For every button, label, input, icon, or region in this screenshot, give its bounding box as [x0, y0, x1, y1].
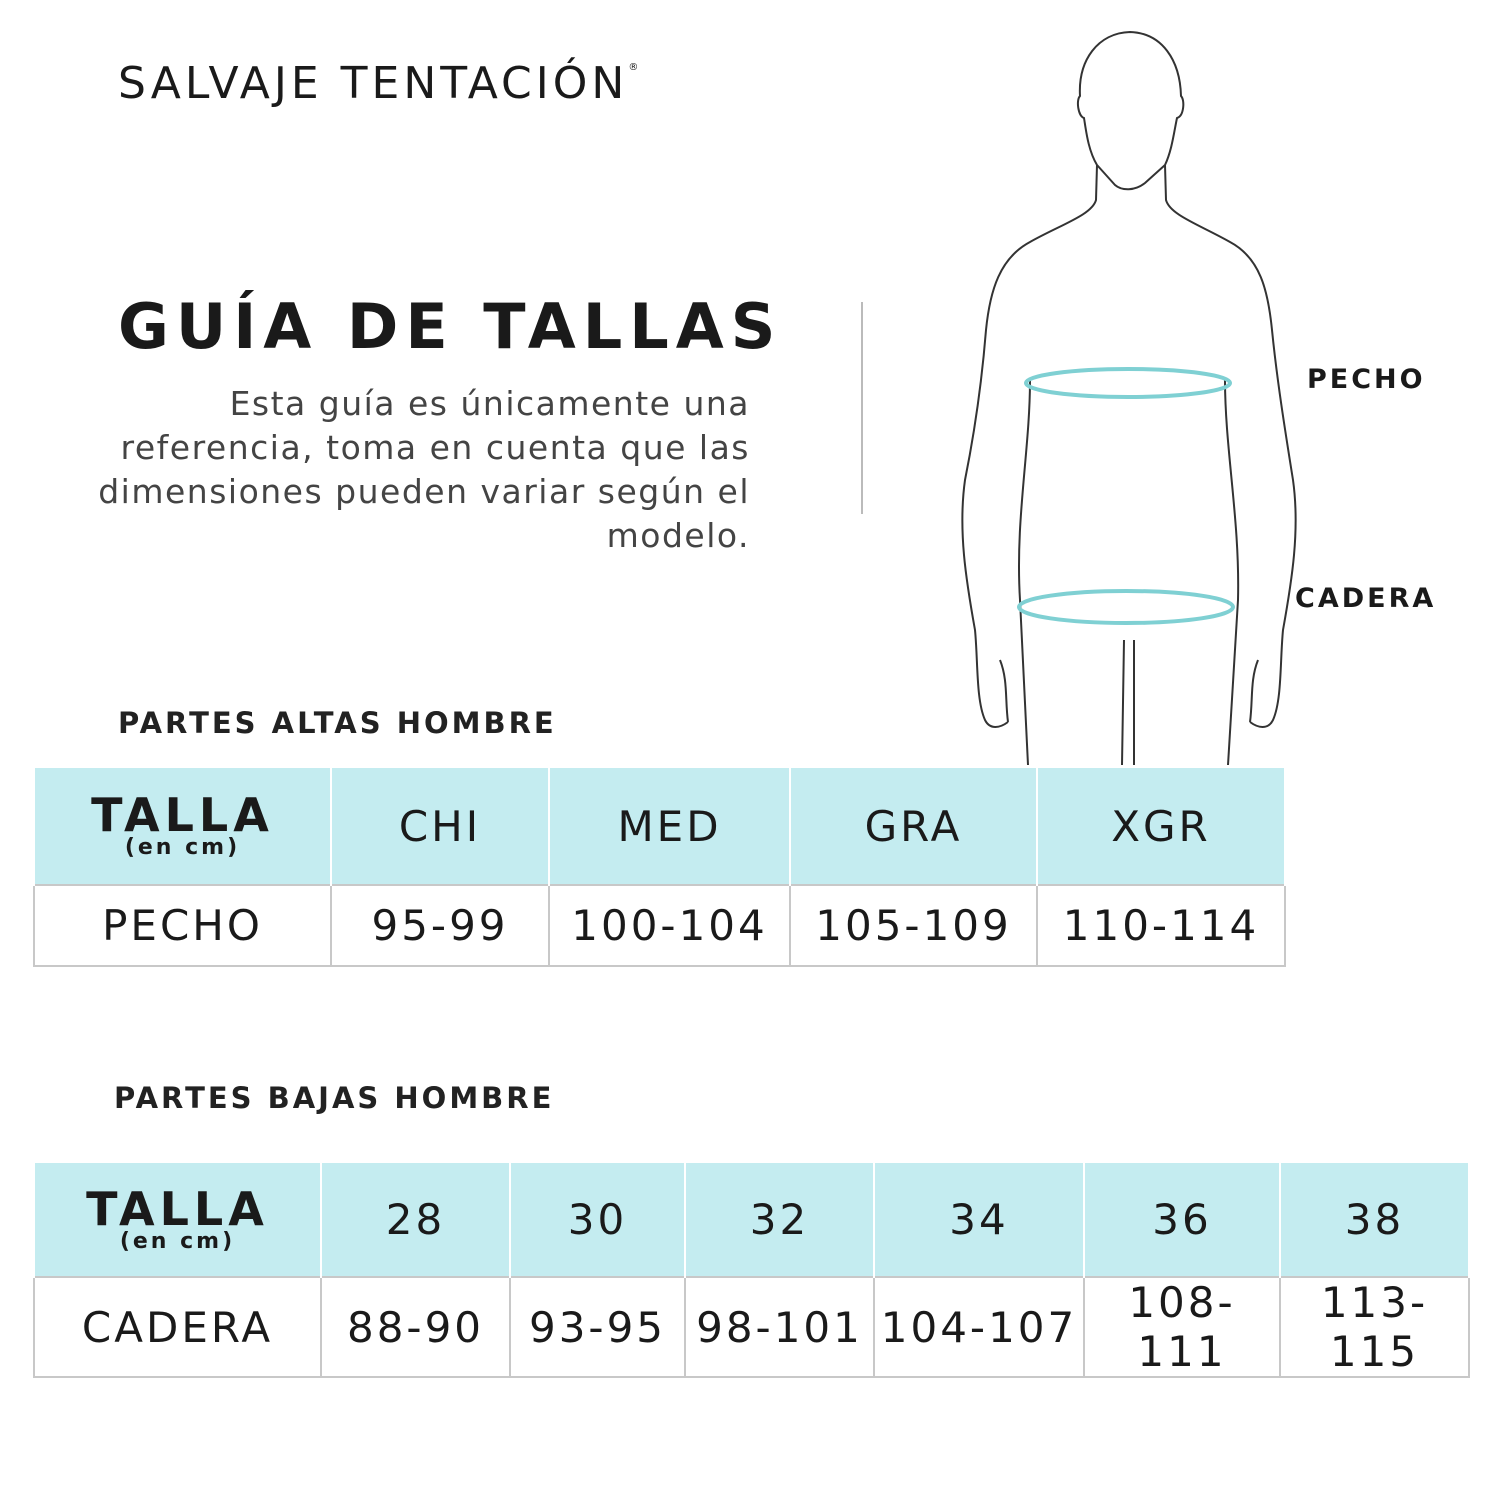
value-cell: 104-107	[873, 1276, 1085, 1378]
size-header: 36	[1083, 1161, 1281, 1277]
bottoms-section-title: PARTES BAJAS HOMBRE	[114, 1081, 555, 1115]
page-title: GUÍA DE TALLAS	[118, 290, 783, 363]
bottoms-size-table: TALLA (en cm) 28 30 32 34 36 38 CADERA 88…	[33, 1161, 1470, 1378]
brand-name: SALVAJE TENTACIÓN	[118, 58, 629, 109]
size-header: MED	[548, 766, 791, 885]
tops-section-title: PARTES ALTAS HOMBRE	[118, 706, 557, 740]
row-label: CADERA	[33, 1276, 322, 1378]
torso-outline	[999, 379, 1259, 766]
row-label: PECHO	[33, 884, 332, 967]
size-header: 28	[320, 1161, 511, 1277]
size-header: 34	[873, 1161, 1085, 1277]
chest-ring	[1024, 367, 1232, 399]
body-outline	[961, 164, 1297, 728]
value-cell: 93-95	[509, 1276, 686, 1378]
size-header: 32	[684, 1161, 875, 1277]
size-header: GRA	[789, 766, 1038, 885]
value-cell: 113-115	[1279, 1276, 1470, 1378]
value-cell: 95-99	[330, 884, 550, 967]
table-row: CADERA 88-90 93-95 98-101 104-107 108-11…	[33, 1276, 1470, 1378]
unit-label: (en cm)	[124, 835, 241, 860]
value-cell: 108-111	[1083, 1276, 1281, 1378]
description: Esta guía es únicamente una referencia, …	[98, 384, 750, 555]
size-header: XGR	[1036, 766, 1286, 885]
divider	[861, 302, 863, 514]
tops-size-table: TALLA (en cm) CHI MED GRA XGR PECHO 95-99…	[33, 766, 1286, 967]
table-header-row: TALLA (en cm) 28 30 32 34 36 38	[33, 1161, 1470, 1277]
talla-header: TALLA (en cm)	[33, 1161, 322, 1277]
value-cell: 98-101	[684, 1276, 875, 1378]
table-row: PECHO 95-99 100-104 105-109 110-114	[33, 884, 1286, 967]
value-cell: 105-109	[789, 884, 1038, 967]
talla-label: TALLA	[91, 788, 274, 842]
chest-label: PECHO	[1307, 364, 1426, 395]
registered-mark: ®	[628, 62, 639, 73]
value-cell: 110-114	[1036, 884, 1286, 967]
head-outline	[1076, 31, 1185, 191]
unit-label: (en cm)	[119, 1228, 236, 1254]
talla-label: TALLA	[86, 1181, 269, 1236]
size-header: CHI	[330, 766, 550, 885]
brand-logo: SALVAJE TENTACIÓN®	[118, 58, 638, 109]
value-cell: 88-90	[320, 1276, 511, 1378]
hip-ring	[1017, 589, 1235, 625]
size-header: 38	[1279, 1161, 1470, 1277]
talla-header: TALLA (en cm)	[33, 766, 332, 885]
value-cell: 100-104	[548, 884, 791, 967]
hip-label: CADERA	[1295, 583, 1437, 614]
table-header-row: TALLA (en cm) CHI MED GRA XGR	[33, 766, 1286, 885]
size-header: 30	[509, 1161, 686, 1277]
